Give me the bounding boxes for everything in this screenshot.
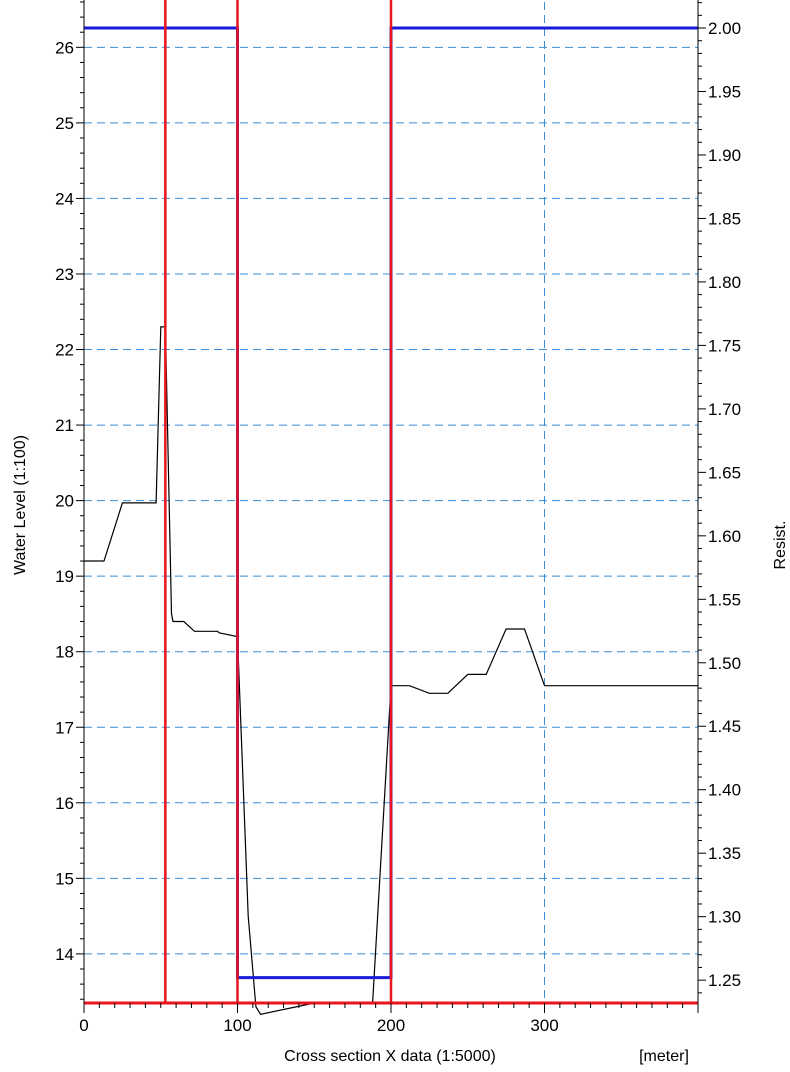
y-tick-label: 24 xyxy=(55,189,74,208)
y2-tick-label: 1.45 xyxy=(708,717,741,736)
y-tick-label: 23 xyxy=(55,265,74,284)
y-tick-label: 18 xyxy=(55,643,74,662)
x-axis-unit: [meter] xyxy=(639,1048,689,1065)
y-tick-label: 15 xyxy=(55,869,74,888)
y2-tick-label: 1.85 xyxy=(708,209,741,228)
tick-labels: 14 15 16 17 18 19 20 21 22 23 24 25 26 1.25 1.30 1.35 1.… xyxy=(55,19,741,1035)
y2-tick-label: 1.90 xyxy=(708,146,741,165)
y-tick-label: 25 xyxy=(55,114,74,133)
y-tick-label: 14 xyxy=(55,945,74,964)
marker-lines xyxy=(84,0,698,1005)
y-tick-label: 20 xyxy=(55,492,74,511)
y2-tick-label: 1.70 xyxy=(708,400,741,419)
y2-tick-label: 1.95 xyxy=(708,82,741,101)
y2-tick-label: 1.25 xyxy=(708,971,741,990)
y2-tick-label: 1.30 xyxy=(708,908,741,927)
y2-tick-label: 1.75 xyxy=(708,336,741,355)
y-axis-title: Water Level (1:100) xyxy=(12,435,29,575)
x-tick-label: 200 xyxy=(377,1016,405,1035)
y2-tick-label: 2.00 xyxy=(708,19,741,38)
y2-tick-label: 1.50 xyxy=(708,654,741,673)
y-tick-label: 19 xyxy=(55,567,74,586)
y2-tick-label: 1.65 xyxy=(708,463,741,482)
y2-tick-label: 1.80 xyxy=(708,273,741,292)
y2-tick-label: 1.55 xyxy=(708,590,741,609)
y-tick-label: 17 xyxy=(55,718,74,737)
x-axis-title: Cross section X data (1:5000) xyxy=(284,1048,496,1065)
y2-tick-label: 1.40 xyxy=(708,781,741,800)
y2-axis-title: Resist. xyxy=(772,521,789,570)
x-tick-label: 0 xyxy=(79,1016,88,1035)
resistance-line xyxy=(84,26,698,980)
x-tick-label: 100 xyxy=(223,1016,251,1035)
y-tick-label: 16 xyxy=(55,794,74,813)
y-tick-label: 26 xyxy=(55,38,74,57)
water-level-line xyxy=(84,326,698,1015)
chart-series xyxy=(84,26,698,1015)
y-tick-label: 22 xyxy=(55,341,74,360)
y2-tick-label: 1.60 xyxy=(708,527,741,546)
y2-tick-label: 1.35 xyxy=(708,844,741,863)
x-tick-label: 300 xyxy=(530,1016,558,1035)
axes xyxy=(76,0,706,1013)
y-tick-label: 21 xyxy=(55,416,74,435)
